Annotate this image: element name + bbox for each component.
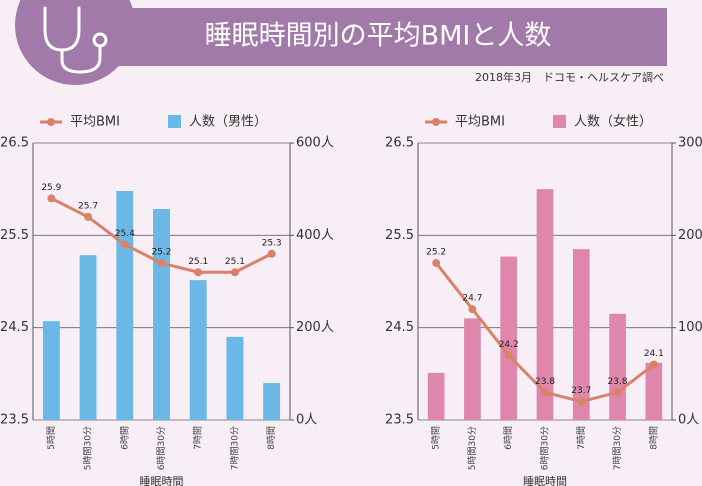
y-tick-label: 25.5 [0, 228, 29, 243]
line-point [47, 194, 56, 203]
x-tick-label: 7時間30分 [612, 426, 623, 470]
x-axis-label: 睡眠時間 [523, 475, 567, 486]
bar [464, 318, 481, 420]
data-label: 25.2 [151, 248, 171, 258]
x-tick-label: 7時間 [576, 426, 587, 450]
data-label: 25.4 [115, 229, 135, 239]
line-point [541, 388, 549, 397]
y-tick-label: 24.5 [385, 320, 414, 335]
bar [536, 189, 554, 420]
x-tick-label: 6時間 [503, 426, 514, 450]
bar [427, 372, 445, 420]
x-tick-label: 6時間30分 [540, 426, 551, 470]
bar [500, 256, 518, 420]
bar [645, 362, 663, 420]
y-tick-label: 26.5 [0, 136, 29, 151]
line-point [157, 259, 166, 268]
line-point [267, 249, 276, 258]
line-point [649, 360, 658, 369]
legend-label: 人数（男性） [189, 115, 267, 130]
y2-tick-label: 600人 [296, 136, 334, 151]
bar [116, 191, 134, 420]
legend-swatch [168, 115, 181, 128]
data-label: 24.1 [644, 349, 664, 359]
x-tick-label: 5時間 [46, 426, 57, 450]
x-tick-label: 8時間 [266, 426, 277, 450]
line-point [468, 305, 477, 314]
line-point [230, 268, 239, 277]
x-axis-label: 睡眠時間 [140, 475, 184, 486]
legend-dot [432, 118, 440, 126]
stethoscope-icon [43, 6, 108, 74]
x-tick-label: 5時間30分 [467, 426, 478, 470]
y2-tick-label: 400人 [296, 228, 334, 243]
x-tick-label: 5時間30分 [83, 426, 94, 470]
y-tick-label: 23.5 [0, 413, 29, 428]
title: 睡眠時間別の平均BMIと人数 [205, 21, 552, 52]
x-tick-label: 7時間 [193, 426, 204, 450]
data-label: 25.7 [78, 201, 98, 211]
bar [153, 209, 170, 420]
data-label: 24.7 [462, 294, 482, 304]
y2-tick-label: 100人 [678, 320, 702, 335]
y-tick-label: 23.5 [385, 413, 414, 428]
x-tick-label: 7時間30分 [229, 426, 240, 470]
x-tick-label: 5時間 [431, 426, 442, 450]
bar [263, 383, 281, 420]
bar [189, 280, 207, 420]
y2-tick-label: 0人 [678, 413, 699, 428]
data-label: 23.8 [535, 377, 555, 387]
data-label: 24.2 [499, 340, 519, 350]
bar [42, 321, 60, 420]
legend-label: 平均BMI [455, 115, 505, 130]
source: 2018年3月 ドコモ・ヘルスケア調べ [475, 70, 664, 84]
y2-tick-label: 0人 [296, 413, 317, 428]
line-point [504, 351, 513, 360]
x-tick-label: 6時間30分 [156, 426, 167, 470]
line-point [613, 388, 622, 397]
y2-tick-label: 200人 [678, 228, 702, 243]
y-tick-label: 25.5 [385, 228, 414, 243]
legend-label: 人数（女性） [574, 114, 652, 130]
data-label: 25.1 [225, 257, 245, 267]
title-banner [60, 8, 667, 66]
line-point [194, 268, 203, 277]
data-label: 25.3 [262, 238, 282, 248]
data-label: 25.9 [41, 183, 61, 193]
y-tick-label: 24.5 [0, 320, 29, 335]
legend-swatch [553, 115, 566, 128]
y2-tick-label: 200人 [296, 320, 334, 335]
data-label: 25.2 [426, 248, 446, 258]
bar [79, 255, 97, 420]
bar [226, 336, 244, 420]
line-point [84, 212, 93, 221]
data-label: 23.8 [608, 377, 628, 387]
y-tick-label: 26.5 [385, 136, 414, 151]
data-label: 25.1 [188, 257, 208, 267]
bar [572, 249, 590, 420]
line-point [577, 397, 586, 406]
y2-tick-label: 300人 [678, 136, 702, 151]
data-label: 23.7 [571, 386, 591, 396]
bar [609, 313, 626, 420]
legend-label: 平均BMI [70, 115, 120, 130]
x-tick-label: 6時間 [119, 426, 130, 450]
line-point [432, 259, 441, 268]
x-tick-label: 8時間 [648, 426, 659, 450]
line-point [120, 240, 129, 249]
legend-dot [47, 118, 55, 126]
